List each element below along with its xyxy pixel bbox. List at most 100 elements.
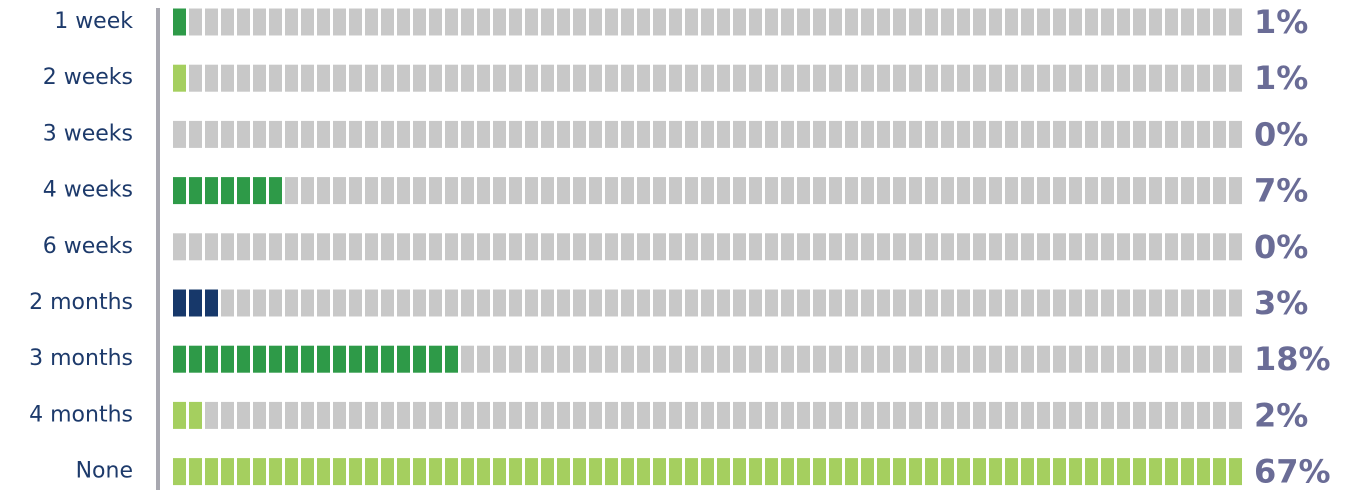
empty-cell <box>845 345 858 373</box>
empty-cell <box>589 177 602 205</box>
empty-cell <box>749 64 762 92</box>
empty-cell <box>461 233 474 261</box>
empty-cell <box>669 177 682 205</box>
filled-cell <box>813 458 826 486</box>
empty-cell <box>285 120 298 148</box>
empty-cell <box>1133 120 1146 148</box>
empty-cell <box>669 120 682 148</box>
empty-cell <box>781 289 794 317</box>
empty-cell <box>365 64 378 92</box>
empty-cell <box>813 345 826 373</box>
empty-cell <box>941 64 954 92</box>
empty-cell <box>701 401 714 429</box>
empty-cell <box>477 401 490 429</box>
empty-cell <box>957 177 970 205</box>
empty-cell <box>1181 345 1194 373</box>
empty-cell <box>349 177 362 205</box>
filled-cell <box>877 458 890 486</box>
filled-cell <box>173 289 186 317</box>
empty-cell <box>413 177 426 205</box>
empty-cell <box>429 64 442 92</box>
empty-cell <box>333 177 346 205</box>
empty-cell <box>1005 120 1018 148</box>
empty-cell <box>333 401 346 429</box>
empty-cell <box>893 233 906 261</box>
empty-cell <box>605 401 618 429</box>
empty-cell <box>365 120 378 148</box>
empty-cell <box>1053 345 1066 373</box>
filled-cell <box>269 345 282 373</box>
empty-cell <box>941 289 954 317</box>
empty-cell <box>797 8 810 36</box>
empty-cell <box>829 64 842 92</box>
empty-cell <box>221 120 234 148</box>
empty-cell <box>1133 233 1146 261</box>
empty-cell <box>1005 289 1018 317</box>
empty-cell <box>1117 177 1130 205</box>
empty-cell <box>525 233 538 261</box>
empty-cell <box>957 289 970 317</box>
empty-cell <box>429 401 442 429</box>
empty-cell <box>877 8 890 36</box>
empty-cell <box>1213 401 1226 429</box>
empty-cell <box>509 8 522 36</box>
empty-cell <box>1149 177 1162 205</box>
empty-cell <box>413 64 426 92</box>
filled-cell <box>237 345 250 373</box>
filled-cell <box>525 458 538 486</box>
empty-cell <box>1117 289 1130 317</box>
empty-cell <box>1069 345 1082 373</box>
empty-cell <box>1149 120 1162 148</box>
empty-cell <box>1149 289 1162 317</box>
empty-cell <box>909 8 922 36</box>
empty-cell <box>749 177 762 205</box>
empty-cell <box>893 289 906 317</box>
filled-cell <box>765 458 778 486</box>
empty-cell <box>669 289 682 317</box>
empty-cell <box>1085 120 1098 148</box>
empty-cell <box>189 64 202 92</box>
filled-cell <box>1101 458 1114 486</box>
empty-cell <box>589 120 602 148</box>
empty-cell <box>509 120 522 148</box>
empty-cell <box>1229 401 1242 429</box>
empty-cell <box>285 177 298 205</box>
empty-cell <box>1021 64 1034 92</box>
empty-cell <box>525 289 538 317</box>
empty-cell <box>685 289 698 317</box>
filled-cell <box>285 345 298 373</box>
filled-cell <box>829 458 842 486</box>
empty-cell <box>637 120 650 148</box>
empty-cell <box>589 233 602 261</box>
filled-cell <box>1117 458 1130 486</box>
empty-cell <box>733 401 746 429</box>
filled-cell <box>253 345 266 373</box>
empty-cell <box>621 345 634 373</box>
empty-cell <box>1133 8 1146 36</box>
empty-cell <box>909 120 922 148</box>
empty-cell <box>701 8 714 36</box>
empty-cell <box>253 8 266 36</box>
empty-cell <box>893 64 906 92</box>
empty-cell <box>1133 64 1146 92</box>
empty-cell <box>845 8 858 36</box>
empty-cell <box>717 120 730 148</box>
empty-cell <box>557 401 570 429</box>
empty-cell <box>1165 401 1178 429</box>
empty-cell <box>701 233 714 261</box>
empty-cell <box>365 289 378 317</box>
empty-cell <box>1021 401 1034 429</box>
filled-cell <box>269 177 282 205</box>
empty-cell <box>605 8 618 36</box>
empty-cell <box>1181 120 1194 148</box>
empty-cell <box>845 120 858 148</box>
filled-cell <box>1149 458 1162 486</box>
empty-cell <box>429 233 442 261</box>
empty-cell <box>605 177 618 205</box>
empty-cell <box>909 289 922 317</box>
empty-cell <box>845 401 858 429</box>
empty-cell <box>925 401 938 429</box>
category-label: 4 weeks <box>43 178 133 203</box>
empty-cell <box>509 64 522 92</box>
empty-cell <box>1213 289 1226 317</box>
